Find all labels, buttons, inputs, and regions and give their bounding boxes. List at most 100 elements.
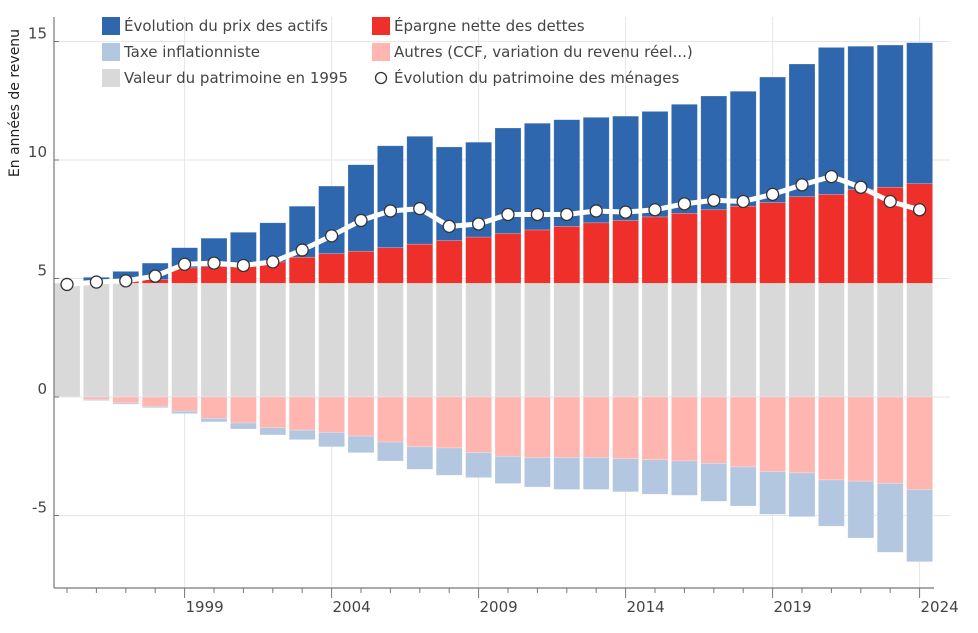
bar-valeur-du-patrimoine-en-1995-2021 — [818, 282, 845, 398]
x-ticks: 1999 2004 2009 2014 2019 2024 — [66, 588, 959, 616]
bar-taxe-inflationniste-2016 — [671, 460, 698, 496]
bar-epargne-nette-des-dettes-2012 — [553, 226, 581, 284]
wealth-point-2006 — [383, 204, 398, 218]
wealth-point-2003 — [295, 243, 309, 257]
legend-swatch — [102, 17, 120, 35]
y-axis-title: En années de revenu — [7, 29, 23, 177]
bar-taxe-inflationniste-2005 — [347, 435, 375, 453]
bar-autres-ccf-variation-du-revenu-reel-2018 — [729, 396, 757, 468]
wealth-point-2024 — [912, 203, 927, 217]
bar-taxe-inflationniste-2018 — [729, 466, 757, 507]
wealth-point-2014 — [618, 205, 633, 219]
x-tick-label: 2004 — [333, 598, 371, 616]
legend-label: Évolution du prix des actifs — [124, 16, 328, 35]
bar-valeur-du-patrimoine-en-1995-1999 — [171, 282, 198, 398]
bar-taxe-inflationniste-2012 — [553, 457, 581, 490]
wealth-point-2019 — [765, 187, 780, 202]
bar-taxe-inflationniste-2004 — [318, 432, 345, 448]
legend-label: Évolution du patrimoine des ménages — [394, 68, 680, 87]
wealth-point-2010 — [501, 207, 515, 222]
bar-autres-ccf-variation-du-revenu-reel-2005 — [347, 396, 375, 437]
wealth-point-2001 — [236, 258, 251, 273]
bar-autres-ccf-variation-du-revenu-reel-2011 — [524, 396, 551, 458]
bar-evolution-du-prix-des-actifs-2006 — [377, 145, 404, 248]
bar-valeur-du-patrimoine-en-1995-2018 — [729, 282, 757, 398]
bar-epargne-nette-des-dettes-2010 — [494, 233, 522, 284]
bar-taxe-inflationniste-2008 — [435, 447, 463, 476]
x-tick-label: 2009 — [480, 598, 518, 616]
bar-autres-ccf-variation-du-revenu-reel-2003 — [288, 396, 316, 431]
bar-taxe-inflationniste-2020 — [788, 472, 816, 517]
bar-valeur-du-patrimoine-en-1995-2013 — [582, 282, 610, 398]
bar-taxe-inflationniste-1996 — [83, 399, 110, 401]
bar-taxe-inflationniste-2024 — [906, 489, 933, 563]
wealth-point-1997 — [119, 274, 133, 288]
bar-autres-ccf-variation-du-revenu-reel-1999 — [171, 396, 198, 412]
legend: Évolution du prix des actifs Taxe inflati… — [102, 16, 693, 87]
bar-taxe-inflationniste-2017 — [700, 463, 728, 502]
bar-epargne-nette-des-dettes-2016 — [671, 213, 698, 284]
legend-item: Taxe inflationniste — [102, 43, 260, 61]
bar-valeur-du-patrimoine-en-1995-2015 — [641, 282, 669, 398]
legend-item: Valeur du patrimoine en 1995 — [102, 69, 348, 87]
bar-epargne-nette-des-dettes-2003 — [288, 256, 316, 284]
wealth-point-2021 — [824, 169, 839, 184]
bar-valeur-du-patrimoine-en-1995-2022 — [847, 282, 875, 398]
bar-epargne-nette-des-dettes-2022 — [847, 189, 875, 284]
bar-evolution-du-prix-des-actifs-2016 — [671, 104, 698, 214]
bar-taxe-inflationniste-2000 — [200, 418, 228, 423]
bar-taxe-inflationniste-2002 — [259, 427, 287, 436]
bar-taxe-inflationniste-2019 — [759, 471, 786, 515]
bar-epargne-nette-des-dettes-2013 — [582, 222, 610, 284]
bar-valeur-du-patrimoine-en-1995-2024 — [906, 282, 933, 398]
bar-taxe-inflationniste-2015 — [641, 459, 669, 495]
bar-epargne-nette-des-dettes-2020 — [788, 196, 816, 284]
bar-evolution-du-prix-des-actifs-2021 — [818, 47, 845, 195]
legend-circle-icon — [374, 71, 388, 85]
wealth-point-2008 — [442, 219, 456, 234]
bar-autres-ccf-variation-du-revenu-reel-2002 — [259, 396, 287, 429]
bar-evolution-du-prix-des-actifs-2014 — [612, 115, 639, 221]
legend-swatch — [372, 17, 390, 35]
wealth-point-2016 — [677, 197, 692, 211]
bar-autres-ccf-variation-du-revenu-reel-2014 — [612, 396, 639, 459]
bar-epargne-nette-des-dettes-2009 — [465, 236, 492, 284]
legend-item: Autres (CCF, variation du revenu réel...… — [372, 43, 693, 61]
bar-autres-ccf-variation-du-revenu-reel-2007 — [406, 396, 434, 448]
bar-epargne-nette-des-dettes-2011 — [524, 229, 551, 284]
wealth-point-1995 — [60, 277, 74, 292]
bar-valeur-du-patrimoine-en-1995-2019 — [759, 282, 786, 398]
bar-autres-ccf-variation-du-revenu-reel-2006 — [377, 396, 404, 443]
bar-valeur-du-patrimoine-en-1995-2017 — [700, 282, 728, 398]
bar-autres-ccf-variation-du-revenu-reel-1998 — [141, 396, 169, 407]
bar-valeur-du-patrimoine-en-1995-2003 — [288, 282, 316, 398]
bar-autres-ccf-variation-du-revenu-reel-1996 — [83, 396, 110, 400]
y-tick-label: 10 — [28, 143, 47, 161]
y-tick-label: -5 — [32, 499, 47, 517]
bar-evolution-du-prix-des-actifs-2024 — [906, 42, 933, 185]
bar-epargne-nette-des-dettes-2007 — [406, 243, 434, 284]
bar-valeur-du-patrimoine-en-1995-2011 — [524, 282, 551, 398]
legend-item: Épargne nette des dettes — [372, 16, 585, 35]
bar-valeur-du-patrimoine-en-1995-1997 — [112, 282, 140, 398]
wealth-point-2022 — [854, 180, 868, 194]
bar-autres-ccf-variation-du-revenu-reel-2000 — [200, 396, 228, 419]
legend-item: Évolution du patrimoine des ménages — [374, 68, 680, 87]
bar-autres-ccf-variation-du-revenu-reel-2021 — [818, 396, 845, 481]
bar-taxe-inflationniste-1999 — [171, 410, 198, 414]
legend-swatch — [102, 69, 120, 87]
bar-valeur-du-patrimoine-en-1995-2014 — [612, 282, 639, 398]
bar-valeur-du-patrimoine-en-1995-2016 — [671, 282, 698, 398]
y-tick-label: 15 — [28, 25, 47, 43]
bar-taxe-inflationniste-1998 — [141, 406, 169, 408]
bar-autres-ccf-variation-du-revenu-reel-2004 — [318, 396, 345, 433]
x-tick-label: 2019 — [774, 598, 812, 616]
bar-evolution-du-prix-des-actifs-2017 — [700, 95, 728, 211]
bars — [53, 42, 933, 563]
wealth-point-2004 — [324, 229, 339, 243]
bar-autres-ccf-variation-du-revenu-reel-2012 — [553, 396, 581, 458]
bar-valeur-du-patrimoine-en-1995-2010 — [494, 282, 522, 398]
bar-autres-ccf-variation-du-revenu-reel-2016 — [671, 396, 698, 462]
bar-epargne-nette-des-dettes-2006 — [377, 247, 404, 284]
bar-taxe-inflationniste-2021 — [818, 479, 845, 527]
